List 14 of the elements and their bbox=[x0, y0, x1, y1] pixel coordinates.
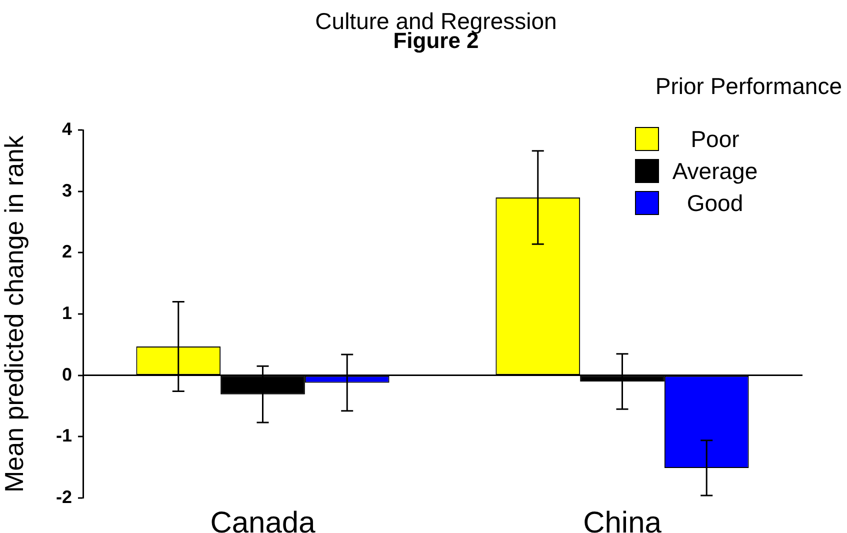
y-tick-label: -2 bbox=[56, 486, 72, 507]
legend-label: Average bbox=[671, 158, 759, 184]
x-tick-label: Canada bbox=[210, 506, 316, 533]
y-tick-label: 4 bbox=[62, 118, 72, 139]
y-tick-label: 0 bbox=[62, 364, 72, 384]
legend-label: Poor bbox=[690, 126, 740, 152]
y-tick-label: 2 bbox=[62, 242, 72, 262]
legend-title: Prior Performance bbox=[654, 73, 842, 99]
y-tick-label: 3 bbox=[62, 180, 72, 200]
y-tick-label: -1 bbox=[56, 426, 72, 446]
y-tick-label: 1 bbox=[62, 302, 72, 323]
x-tick-label: China bbox=[583, 506, 662, 533]
legend-label: Good bbox=[686, 190, 744, 216]
y-axis-title: Mean predicted change in rank bbox=[0, 134, 29, 493]
